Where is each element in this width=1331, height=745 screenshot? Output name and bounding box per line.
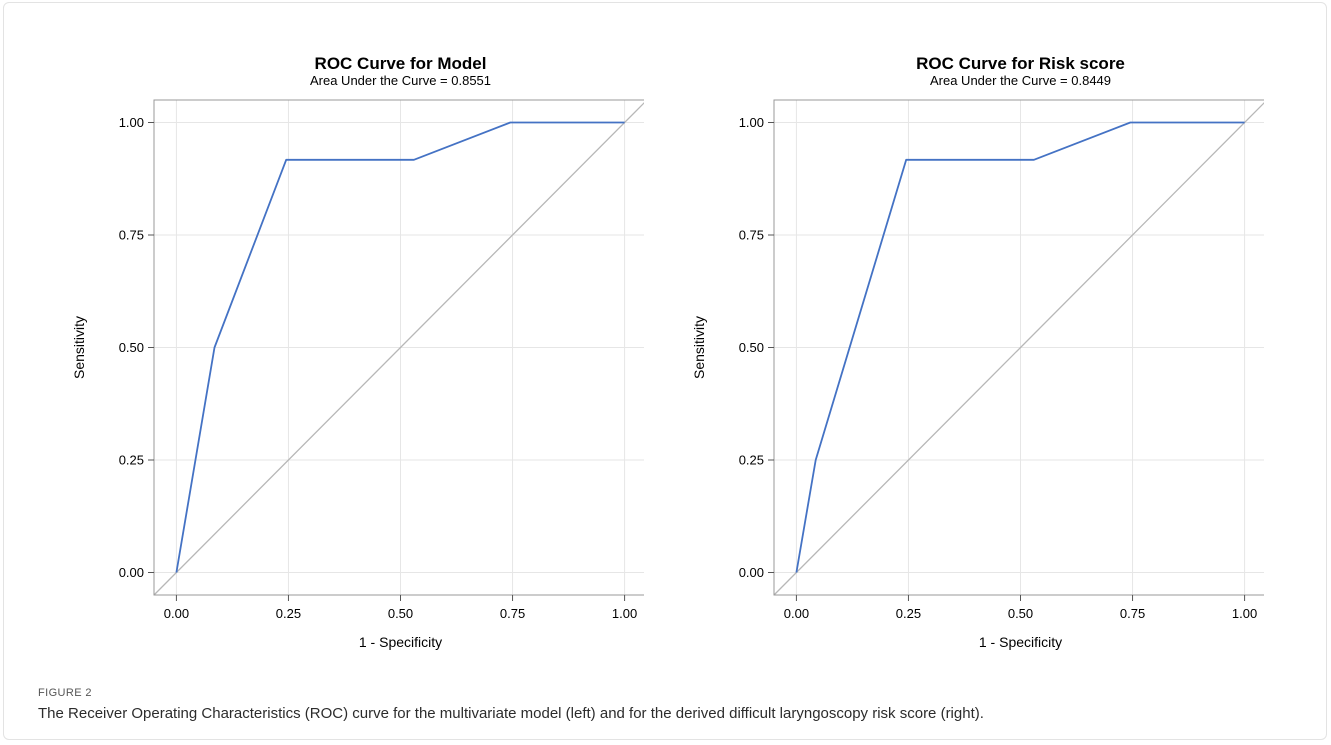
chart-title: ROC Curve for Model [315, 54, 487, 73]
y-tick-label: 1.00 [739, 115, 764, 130]
y-tick-label: 1.00 [119, 115, 144, 130]
x-axis-label: 1 - Specificity [359, 634, 442, 650]
x-tick-label: 0.50 [1008, 606, 1033, 621]
chart-subtitle: Area Under the Curve = 0.8449 [930, 73, 1111, 88]
y-tick-label: 0.25 [119, 453, 144, 468]
reference-diagonal-line [773, 102, 1264, 596]
figure-label: FIGURE 2 [38, 687, 92, 699]
figure-caption: The Receiver Operating Characteristics (… [38, 705, 984, 722]
y-tick-label: 0.00 [739, 565, 764, 580]
y-axis-label: Sensitivity [691, 316, 707, 379]
y-axis-label: Sensitivity [71, 316, 87, 379]
reference-diagonal-line [153, 102, 644, 596]
y-tick-label: 0.75 [119, 228, 144, 243]
x-tick-label: 0.25 [276, 606, 301, 621]
x-tick-label: 0.75 [1120, 606, 1145, 621]
x-tick-label: 1.00 [1232, 606, 1257, 621]
y-tick-label: 0.25 [739, 453, 764, 468]
roc-curve-line [795, 121, 1245, 573]
x-tick-label: 0.25 [896, 606, 921, 621]
roc-curve-line [175, 121, 625, 573]
x-tick-label: 1.00 [612, 606, 637, 621]
y-tick-label: 0.00 [119, 565, 144, 580]
y-tick-label: 0.50 [739, 340, 764, 355]
figure-panel: ROC Curve for Model Area Under the Curve … [3, 2, 1327, 740]
x-axis-label: 1 - Specificity [979, 634, 1062, 650]
y-tick-label: 0.50 [119, 340, 144, 355]
chart-title: ROC Curve for Risk score [916, 54, 1125, 73]
chart-subtitle: Area Under the Curve = 0.8551 [310, 73, 491, 88]
y-tick-label: 0.75 [739, 228, 764, 243]
x-tick-label: 0.50 [388, 606, 413, 621]
x-tick-label: 0.75 [500, 606, 525, 621]
x-tick-label: 0.00 [164, 606, 189, 621]
x-tick-label: 0.00 [784, 606, 809, 621]
